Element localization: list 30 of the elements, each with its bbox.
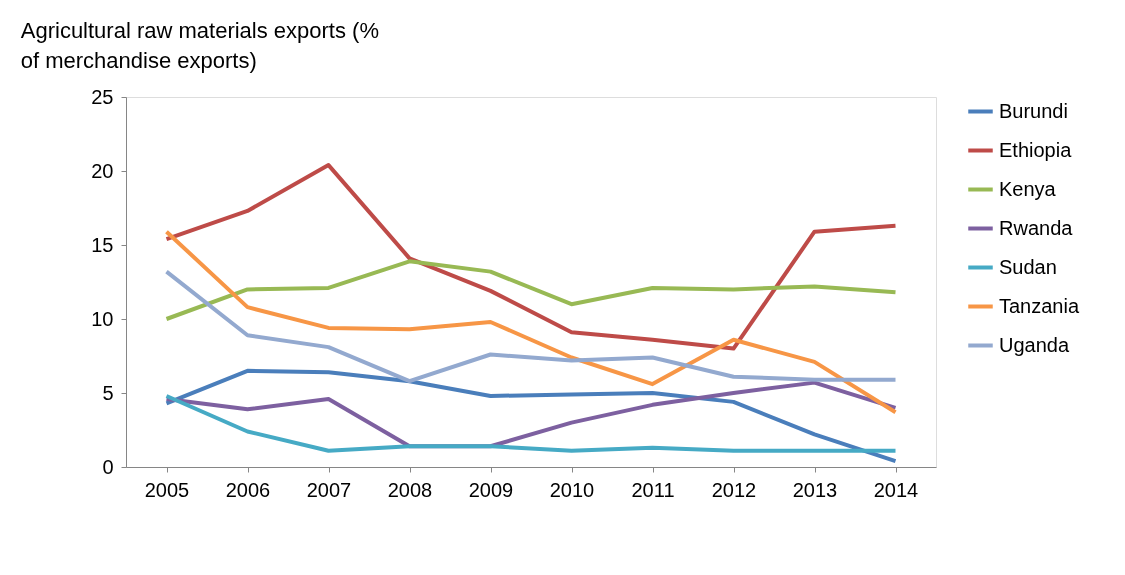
x-tick-label: 2005	[144, 478, 190, 501]
x-tick-label: 2009	[468, 478, 514, 501]
y-tick-label: 15	[91, 233, 114, 256]
x-tick-label: 2014	[873, 478, 919, 501]
y-tick-label: 0	[102, 455, 114, 478]
x-tick-label: 2010	[549, 478, 595, 501]
line-series	[164, 229, 898, 415]
x-tick-label: 2008	[387, 478, 433, 501]
legend-label: Kenya	[999, 177, 1057, 200]
y-tick-label: 20	[91, 159, 114, 182]
x-tick-label: 2006	[225, 478, 271, 501]
y-tick-label: 25	[91, 85, 114, 108]
legend-label: Ethiopia	[999, 138, 1073, 161]
x-tick-label: 2012	[711, 478, 757, 501]
legend-label: Burundi	[999, 99, 1068, 122]
line-series	[164, 269, 898, 384]
y-tick-label: 10	[91, 307, 114, 330]
legend-label: Sudan	[999, 255, 1057, 278]
line-series	[164, 163, 898, 351]
y-axis-title: Agricultural raw materials exports (% of merchandise exports)	[20, 18, 379, 73]
legend-label: Tanzania	[999, 294, 1080, 317]
x-tick-label: 2013	[792, 478, 838, 501]
legend-label: Uganda	[999, 333, 1070, 356]
legend-label: Rwanda	[999, 216, 1074, 239]
y-tick-label: 5	[102, 381, 114, 404]
line-series	[164, 393, 898, 453]
x-tick-label: 2007	[306, 478, 352, 501]
line-series	[164, 259, 898, 321]
x-tick-label: 2011	[631, 478, 675, 501]
line-series	[164, 368, 898, 464]
